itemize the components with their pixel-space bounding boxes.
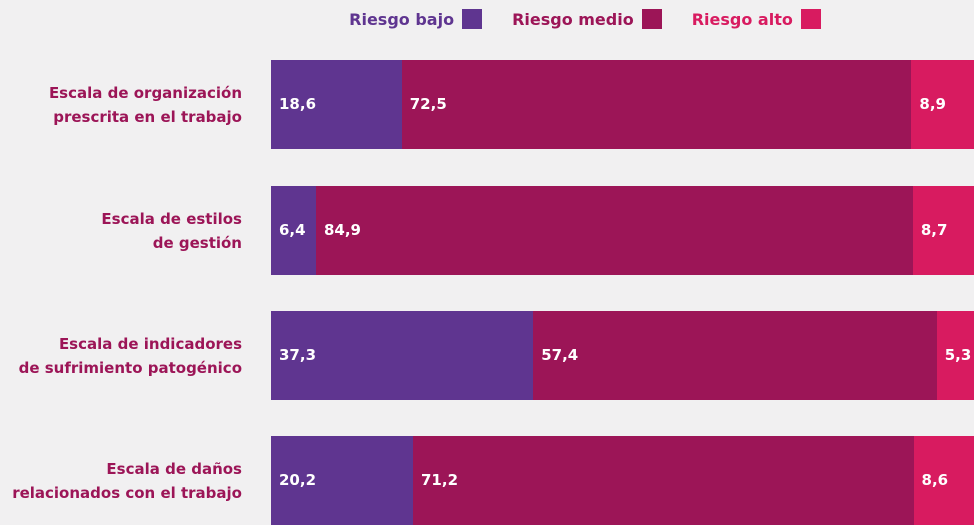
legend-swatch <box>641 9 662 29</box>
value-label: 18,6 <box>279 95 317 113</box>
value-label: 71,2 <box>421 471 459 489</box>
value-label: 37,3 <box>279 346 317 364</box>
legend: Riesgo bajo Riesgo medio Riesgo alto <box>0 6 974 32</box>
value-label: 8,9 <box>919 95 946 113</box>
legend-item: Riesgo bajo <box>349 6 483 32</box>
category-label: Escala de daños relacionados con el trab… <box>12 459 242 502</box>
value-label: 8,7 <box>920 221 948 239</box>
bar-segment <box>315 186 913 275</box>
legend-item: Riesgo alto <box>692 6 821 32</box>
bar-segment <box>936 311 974 400</box>
bar-segment <box>271 186 316 275</box>
category-label: Escala de indicadores de sufrimiento pat… <box>18 334 242 377</box>
legend-swatch <box>800 9 821 29</box>
value-label: 6,4 <box>279 221 306 239</box>
category-label: Escala de estilos de gestión <box>101 209 242 252</box>
legend-label: Riesgo alto <box>691 9 793 29</box>
bar-segment <box>271 311 534 400</box>
bar-segment <box>533 311 937 400</box>
legend-item: Riesgo medio <box>512 6 662 32</box>
bar-segment <box>913 436 974 525</box>
bar-segment <box>271 60 402 149</box>
value-label: 5,3 <box>944 346 972 364</box>
category-label: Escala de organización prescrita en el t… <box>48 83 242 126</box>
bar-segment <box>401 60 912 149</box>
bar-segment <box>911 60 974 149</box>
legend-swatch <box>462 9 483 29</box>
legend-label: Riesgo medio <box>512 9 634 29</box>
value-label: 72,5 <box>409 95 447 113</box>
bar-segment <box>271 436 413 525</box>
bar-segment <box>912 186 974 275</box>
value-label: 57,4 <box>541 346 579 364</box>
value-label: 84,9 <box>323 221 361 239</box>
value-label: 8,6 <box>921 471 949 489</box>
value-label: 20,2 <box>279 471 317 489</box>
legend-label: Riesgo bajo <box>349 9 455 29</box>
bar-segment <box>413 436 914 525</box>
